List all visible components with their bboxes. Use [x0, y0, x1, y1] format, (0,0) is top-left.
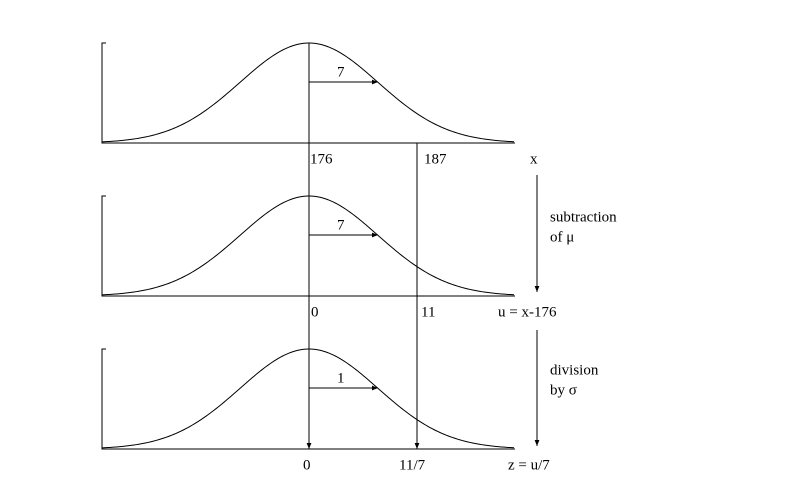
tick-label: 0 [303, 457, 311, 473]
bell-curve [101, 348, 515, 449]
axis [101, 42, 515, 144]
transition-label: by σ [550, 382, 577, 398]
sigma-label: 7 [337, 217, 345, 233]
tick-label: 176 [310, 151, 333, 167]
bell-curve [101, 42, 515, 143]
tick-label: 187 [424, 151, 447, 167]
axis-label: z = u/7 [508, 457, 550, 473]
transition-label: division [550, 362, 599, 378]
axis-label: x [530, 151, 538, 167]
bell-curve [101, 195, 515, 296]
axis [101, 348, 515, 450]
tick-label: 11 [421, 304, 435, 320]
axis-label: u = x-176 [498, 304, 557, 320]
sigma-label: 7 [337, 64, 345, 80]
axis [101, 195, 515, 297]
tick-label: 11/7 [399, 457, 426, 473]
transition-label: subtraction [550, 209, 617, 225]
transition-label: of μ [550, 229, 574, 245]
sigma-label: 1 [337, 370, 345, 386]
tick-label: 0 [311, 304, 319, 320]
